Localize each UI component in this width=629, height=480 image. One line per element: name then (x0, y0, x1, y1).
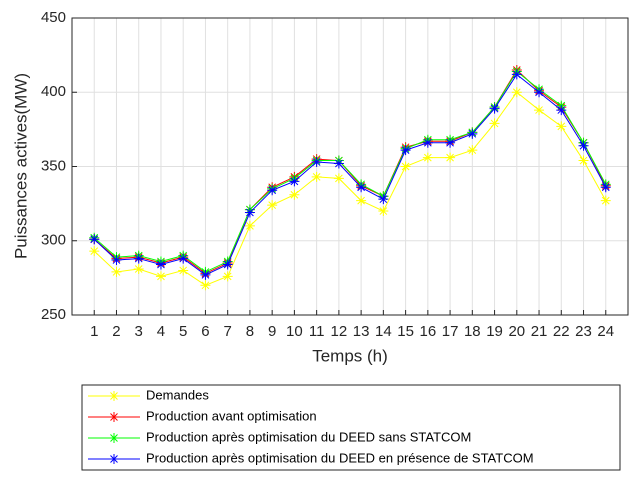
x-tick-label: 4 (157, 323, 165, 340)
axes-box (71, 17, 629, 316)
marker (178, 265, 189, 276)
legend-marker (109, 391, 119, 401)
marker (111, 266, 122, 277)
marker (467, 145, 478, 156)
x-tick-label: 3 (135, 323, 143, 340)
x-tick-label: 21 (531, 323, 548, 340)
y-tick-label: 450 (41, 9, 66, 26)
x-tick-label: 6 (201, 323, 209, 340)
x-tick-label: 20 (508, 323, 525, 340)
marker (289, 189, 300, 200)
marker (244, 220, 255, 231)
x-tick-label: 12 (331, 323, 348, 340)
x-axis-label: Temps (h) (312, 346, 388, 365)
x-tick-label: 10 (286, 323, 303, 340)
marker (200, 269, 211, 280)
y-tick-label: 300 (41, 232, 66, 249)
x-tick-label: 24 (597, 323, 614, 340)
marker (89, 246, 100, 257)
marker (222, 271, 233, 282)
series-line (93, 91, 607, 286)
x-tick-label: 23 (575, 323, 592, 340)
x-tick-label: 19 (486, 323, 503, 340)
legend-label: Demandes (146, 387, 209, 402)
y-tick-label: 400 (41, 83, 66, 100)
marker (556, 105, 567, 116)
marker (178, 253, 189, 264)
marker (155, 271, 166, 282)
marker (489, 103, 500, 114)
marker (356, 182, 367, 193)
marker (155, 259, 166, 270)
marker (333, 158, 344, 169)
x-tick-label: 9 (268, 323, 276, 340)
marker (445, 137, 456, 148)
legend (81, 384, 621, 471)
x-tick-label: 11 (309, 323, 325, 340)
marker (578, 155, 589, 166)
series-line (93, 73, 607, 276)
marker (422, 152, 433, 163)
x-tick-label: 8 (246, 323, 254, 340)
x-tick-label: 18 (464, 323, 481, 340)
marker (89, 234, 100, 245)
x-tick-label: 17 (442, 323, 459, 340)
x-tick-label: 1 (90, 323, 98, 340)
legend-label: Production après optimisation du DEED en… (146, 450, 534, 465)
x-tick-label: 14 (375, 323, 392, 340)
marker (356, 195, 367, 206)
marker (578, 140, 589, 151)
marker (378, 206, 389, 217)
marker (511, 87, 522, 98)
marker (200, 280, 211, 291)
x-tick-label: 22 (553, 323, 570, 340)
marker (311, 157, 322, 168)
x-tick-label: 16 (419, 323, 436, 340)
y-tick-label: 350 (41, 157, 66, 174)
marker (511, 69, 522, 80)
marker (133, 253, 144, 264)
marker (600, 195, 611, 206)
marker (467, 128, 478, 139)
marker (534, 105, 545, 116)
x-tick-label: 15 (397, 323, 414, 340)
marker (267, 185, 278, 196)
marker (400, 161, 411, 172)
legend-marker (109, 433, 119, 443)
legend-label: Production après optimisation du DEED sa… (146, 429, 471, 444)
legend-marker (109, 412, 119, 422)
marker (111, 255, 122, 266)
x-tick-label: 13 (353, 323, 370, 340)
marker (222, 259, 233, 270)
marker (489, 118, 500, 129)
legend-marker (109, 454, 119, 464)
marker (445, 152, 456, 163)
marker (133, 263, 144, 274)
marker (267, 200, 278, 211)
x-tick-label: 7 (224, 323, 232, 340)
y-axis-label: Puissances actives(MW) (11, 73, 30, 259)
marker (244, 207, 255, 218)
x-tick-label: 2 (112, 323, 120, 340)
x-tick-label: 5 (179, 323, 187, 340)
marker (333, 173, 344, 184)
marker (289, 176, 300, 187)
y-tick-label: 250 (41, 306, 66, 323)
legend-label: Production avant optimisation (146, 408, 317, 423)
marker (400, 145, 411, 156)
marker (600, 182, 611, 193)
marker (534, 87, 545, 98)
marker (422, 137, 433, 148)
marker (378, 194, 389, 205)
marker (556, 121, 567, 132)
marker (311, 171, 322, 182)
